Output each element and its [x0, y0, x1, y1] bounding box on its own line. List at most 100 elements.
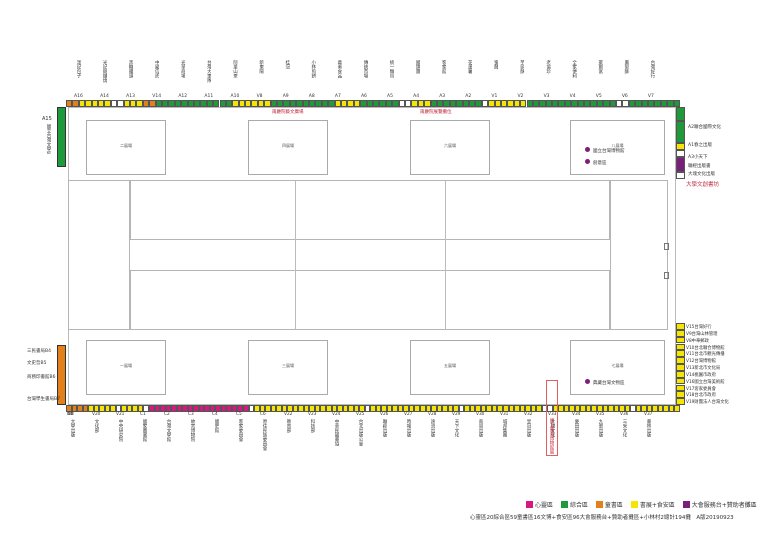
bottom-booth — [585, 405, 592, 412]
grid-left-col — [68, 180, 130, 330]
bottom-code: V27 — [404, 412, 413, 417]
bottom-booth — [657, 405, 664, 412]
highlight-note: 國立臺灣博物館展示服務區 — [549, 418, 554, 454]
right-top-label-3: 聯經出版書 — [688, 164, 711, 169]
bottom-booth-label: 教育部 — [286, 419, 291, 433]
bottom-booth — [525, 405, 531, 412]
top-booth — [673, 100, 680, 107]
bottom-booth — [88, 405, 94, 412]
bottom-booth — [309, 405, 315, 412]
bottom-booth — [270, 405, 277, 412]
bottom-booth — [160, 405, 166, 412]
legend-item-pink: 心靈區 — [526, 500, 553, 509]
bottom-booth — [663, 405, 669, 412]
right-bottom-column — [676, 323, 685, 405]
right-bottom-booth — [676, 370, 685, 378]
bottom-booth-row — [66, 405, 680, 412]
top-booth — [206, 100, 214, 107]
bottom-booth — [193, 405, 199, 412]
top-code: A12 — [178, 94, 188, 99]
bottom-booth — [536, 405, 542, 412]
bottom-booth-label: 科技部 — [310, 419, 315, 433]
bottom-code: V25 — [356, 412, 365, 417]
right-top-booth — [676, 121, 685, 143]
bottom-booth — [303, 405, 310, 412]
right-bottom-label: V18台北市政府 — [686, 393, 716, 399]
top-booth — [430, 100, 437, 107]
top-booth — [142, 100, 150, 107]
legend-item-green: 綜合區 — [560, 500, 588, 509]
bottom-booth — [613, 405, 620, 412]
right-bottom-labels: V15台灣好行 V9台灣山林管理 V8中華郵政 V10台北聯合博物館 V11台北市觀光傳… — [686, 323, 756, 405]
top-booth-label: 台灣大車隊 — [206, 60, 212, 83]
top-booth — [667, 100, 674, 107]
top-booth — [155, 100, 162, 107]
top-booth — [232, 100, 239, 107]
top-booth — [584, 100, 591, 107]
top-booth — [424, 100, 431, 107]
right-top-booth — [676, 107, 685, 122]
bottom-booth — [292, 405, 299, 412]
top-booth — [110, 100, 118, 107]
top-booth — [449, 100, 457, 107]
bottom-code: C1 — [140, 412, 146, 417]
top-booth — [72, 100, 79, 107]
legend-item-orange: 童書區 — [595, 500, 623, 509]
bottom-booth — [591, 405, 598, 412]
bottom-booth — [624, 405, 631, 412]
bottom-booth — [397, 405, 404, 412]
right-bottom-booth — [676, 343, 685, 351]
bottom-booth — [668, 405, 675, 412]
highlight-box — [546, 380, 558, 456]
right-bottom-label: V11台北市觀光傳播 — [686, 352, 725, 358]
top-booth — [238, 100, 246, 107]
top-booth-label: 統一麵包 — [389, 60, 395, 78]
top-booth-label: 新東陽 — [258, 60, 264, 74]
right-bottom-label: V19財團法人台灣文化 — [686, 400, 729, 406]
top-booth-label: 溫記包子 — [76, 60, 81, 78]
top-code: V3 — [543, 94, 550, 99]
right-bottom-label: V16國立台灣美術館 — [686, 379, 725, 385]
top-red-note-2: 兩廳院展覽攤位 — [420, 110, 452, 115]
bottom-booth-label: 原住民族委員會 — [262, 419, 267, 451]
top-booth — [66, 100, 73, 107]
bottom-booth — [480, 405, 487, 412]
top-booth-label: 萊爾富 — [597, 60, 603, 74]
top-booth — [564, 100, 572, 107]
bottom-booth — [187, 405, 194, 412]
bottom-code: V21 — [116, 412, 125, 417]
landmark-dot-2 — [585, 159, 590, 164]
bottom-booth — [469, 405, 476, 412]
top-booth — [545, 100, 553, 107]
bottom-booth — [403, 405, 409, 412]
top-booth — [462, 100, 469, 107]
top-booth — [353, 100, 361, 107]
top-booth — [475, 100, 482, 107]
top-booth-label: 老協珍 — [545, 60, 551, 74]
bottom-booth-label: 國史館 — [214, 419, 219, 433]
bottom-booth — [265, 405, 271, 412]
right-bottom-booth — [676, 398, 685, 405]
bottom-booth — [215, 405, 221, 412]
bottom-booth — [243, 405, 249, 412]
top-booth — [347, 100, 354, 107]
top-booth — [532, 100, 540, 107]
left-label-b4: 三民書局B4 — [27, 349, 51, 354]
bottom-booth — [298, 405, 304, 412]
top-booth — [366, 100, 373, 107]
bottom-booth-label: 文化部 — [94, 419, 99, 433]
right-bottom-label: V9台灣山林管理 — [686, 331, 718, 337]
bottom-booth — [458, 405, 465, 412]
bottom-booth — [165, 405, 172, 412]
right-top-label-1: A1春之出版 — [688, 143, 712, 148]
bottom-booth — [547, 405, 553, 412]
top-booth — [443, 100, 450, 107]
bottom-booth — [414, 405, 421, 412]
bottom-code: V34 — [572, 412, 581, 417]
bottom-booth — [464, 405, 470, 412]
right-top-label-4: 大塊文化出版 — [688, 172, 715, 177]
bottom-booth — [420, 405, 426, 412]
bottom-booth — [348, 405, 354, 412]
top-booth — [315, 100, 322, 107]
bottom-booth — [646, 405, 653, 412]
